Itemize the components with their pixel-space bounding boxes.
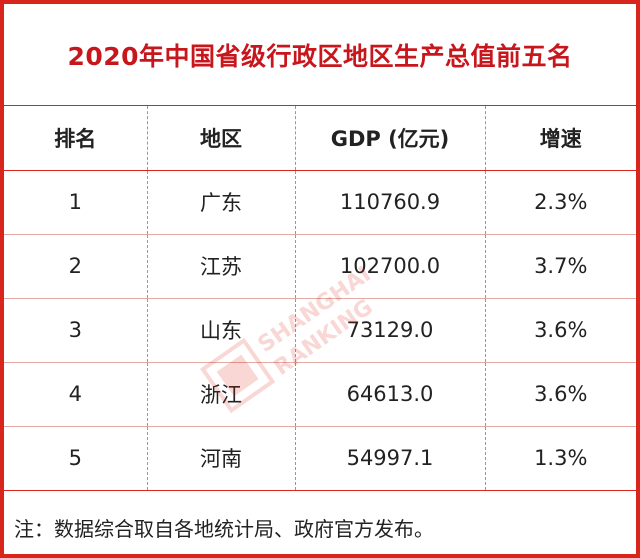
header-row: 排名 地区 GDP (亿元) 增速: [4, 106, 636, 171]
cell-region: 广东: [147, 170, 296, 235]
cell-region: 江苏: [147, 234, 296, 299]
page-title: 2020年中国省级行政区地区生产总值前五名: [4, 4, 636, 106]
header-gdp: GDP (亿元): [295, 106, 486, 171]
table-row: 1 广东 110760.9 2.3%: [4, 170, 636, 235]
ranking-table: 排名 地区 GDP (亿元) 增速 1 广东 110760.9 2.3% 2 江…: [4, 106, 636, 491]
cell-rank: 2: [4, 234, 148, 299]
cell-gdp: 54997.1: [295, 426, 486, 491]
cell-growth: 3.6%: [485, 298, 636, 363]
cell-growth: 3.7%: [485, 234, 636, 299]
cell-gdp: 102700.0: [295, 234, 486, 299]
table-row: 4 浙江 64613.0 3.6%: [4, 362, 636, 427]
cell-growth: 2.3%: [485, 170, 636, 235]
header-rank: 排名: [4, 106, 148, 171]
table-row: 3 山东 73129.0 3.6%: [4, 298, 636, 363]
cell-rank: 4: [4, 362, 148, 427]
cell-region: 山东: [147, 298, 296, 363]
cell-gdp: 110760.9: [295, 170, 486, 235]
header-growth: 增速: [485, 106, 636, 171]
table-row: 5 河南 54997.1 1.3%: [4, 426, 636, 491]
cell-rank: 3: [4, 298, 148, 363]
cell-growth: 3.6%: [485, 362, 636, 427]
header-region: 地区: [147, 106, 296, 171]
cell-gdp: 73129.0: [295, 298, 486, 363]
cell-growth: 1.3%: [485, 426, 636, 491]
table-row: 2 江苏 102700.0 3.7%: [4, 234, 636, 299]
footnote: 注：数据综合取自各地统计局、政府官方发布。: [14, 516, 434, 541]
cell-gdp: 64613.0: [295, 362, 486, 427]
cell-rank: 5: [4, 426, 148, 491]
cell-rank: 1: [4, 170, 148, 235]
cell-region: 河南: [147, 426, 296, 491]
cell-region: 浙江: [147, 362, 296, 427]
